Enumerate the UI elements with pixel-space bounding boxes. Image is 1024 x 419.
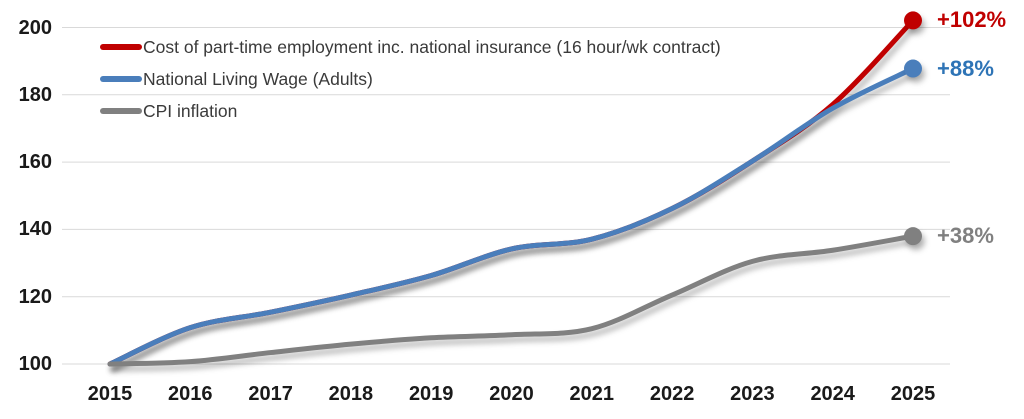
series-end-marker-cost — [904, 11, 922, 30]
legend-swatch-cost — [100, 44, 142, 50]
legend: Cost of part-time employment inc. nation… — [100, 31, 721, 127]
x-tick-label: 2017 — [248, 383, 293, 405]
x-tick-label: 2020 — [489, 383, 534, 405]
series-line-cpi — [107, 233, 916, 367]
legend-swatch-nlw — [100, 76, 142, 82]
series-line-nlw — [107, 66, 916, 367]
legend-item-cpi: CPI inflation — [100, 95, 721, 127]
legend-label-nlw: National Living Wage (Adults) — [143, 68, 373, 89]
x-tick-label: 2015 — [87, 383, 133, 405]
y-tick-label: 120 — [18, 285, 52, 308]
end-label-cpi: +38% — [937, 223, 994, 249]
series-end-marker-cpi — [904, 227, 922, 246]
y-tick-label: 160 — [18, 151, 52, 174]
end-label-nlw: +88% — [937, 55, 994, 81]
legend-label-cpi: CPI inflation — [143, 100, 238, 121]
x-tick-label: 2025 — [890, 383, 936, 405]
x-tick-label: 2021 — [569, 383, 615, 405]
x-tick-label: 2022 — [649, 383, 695, 405]
x-tick-label: 2016 — [168, 383, 213, 405]
series-end-marker-nlw — [904, 59, 922, 78]
x-tick-label: 2018 — [328, 383, 374, 405]
legend-label-cost: Cost of part-time employment inc. nation… — [143, 36, 721, 57]
y-tick-label: 100 — [18, 353, 52, 375]
x-tick-label: 2019 — [408, 383, 454, 405]
legend-swatch-cpi — [100, 108, 142, 114]
end-label-cost: +102% — [937, 7, 1007, 33]
y-tick-label: 200 — [18, 16, 52, 39]
legend-item-cost: Cost of part-time employment inc. nation… — [100, 31, 721, 63]
y-tick-label: 180 — [18, 83, 52, 106]
x-tick-label: 2024 — [810, 383, 855, 405]
x-tick-label: 2023 — [730, 383, 775, 405]
y-tick-label: 140 — [18, 218, 52, 241]
legend-item-nlw: National Living Wage (Adults) — [100, 63, 721, 95]
